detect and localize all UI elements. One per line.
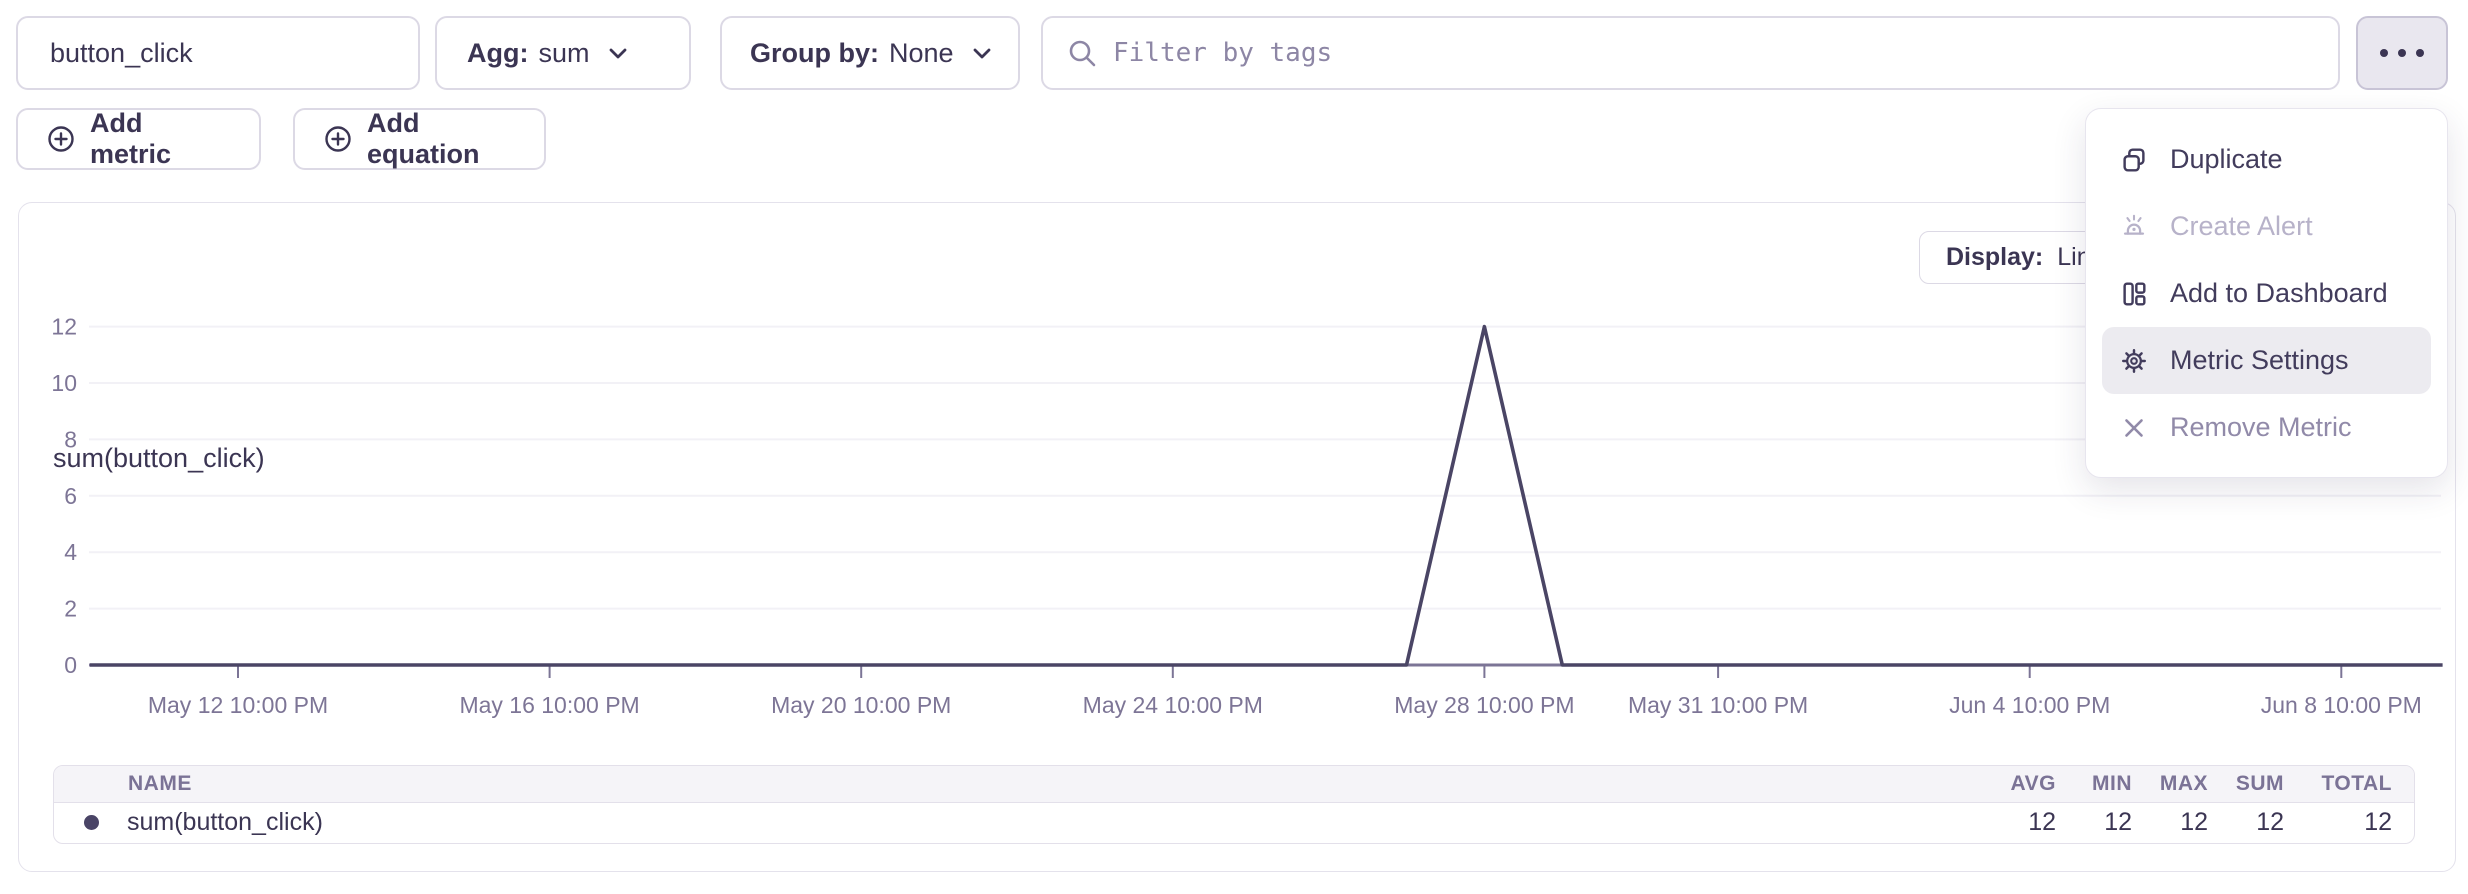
add-metric-button[interactable]: Add metric xyxy=(16,108,261,170)
x-axis-tick-label: May 12 10:00 PM xyxy=(148,692,328,718)
duplicate-icon xyxy=(2118,145,2150,175)
column-header-avg: AVG xyxy=(2002,766,2078,803)
menu-item-create-alert[interactable]: Create Alert xyxy=(2102,193,2431,260)
menu-item-add-to-dashboard[interactable]: Add to Dashboard xyxy=(2102,260,2431,327)
dashboard-icon xyxy=(2118,279,2150,309)
tag-filter-field xyxy=(1041,16,2340,90)
ellipsis-icon xyxy=(2379,48,2425,58)
column-header-min: MIN xyxy=(2078,766,2154,803)
y-axis-tick-label: 6 xyxy=(64,483,77,509)
series-summary-table: NAME AVG MIN MAX SUM TOTAL sum(button_cl… xyxy=(53,765,2415,844)
column-header-max: MAX xyxy=(2154,766,2230,803)
chevron-down-icon xyxy=(608,47,628,60)
plus-circle-icon xyxy=(46,124,76,154)
close-icon xyxy=(2118,413,2150,443)
more-options-button[interactable] xyxy=(2356,16,2448,90)
x-axis-tick-label: May 20 10:00 PM xyxy=(771,692,951,718)
menu-item-label: Duplicate xyxy=(2170,144,2283,174)
x-axis-tick-label: May 16 10:00 PM xyxy=(459,692,639,718)
chart-title: sum(button_click) xyxy=(53,443,265,473)
series-avg: 12 xyxy=(2028,808,2056,837)
menu-item-label: Add to Dashboard xyxy=(2170,278,2388,308)
series-total: 12 xyxy=(2364,808,2392,837)
column-header-name: NAME xyxy=(54,766,2002,803)
aggregation-value: sum xyxy=(538,37,590,68)
series-name: sum(button_click) xyxy=(127,808,323,837)
series-min: 12 xyxy=(2104,808,2132,837)
metric-name-input[interactable]: button_click xyxy=(16,16,420,90)
group-by-label: Group by: xyxy=(750,37,879,68)
x-axis-tick-label: May 28 10:00 PM xyxy=(1394,692,1574,718)
series-max: 12 xyxy=(2180,808,2208,837)
add-equation-button[interactable]: Add equation xyxy=(293,108,546,170)
y-axis-tick-label: 8 xyxy=(64,426,77,452)
menu-item-label: Remove Metric xyxy=(2170,412,2352,442)
column-header-sum: SUM xyxy=(2230,766,2306,803)
context-menu: Duplicate Create Alert Add to Dashboard Met… xyxy=(2085,108,2448,478)
metric-name-value: button_click xyxy=(50,37,193,68)
line-chart: 0 2 4 6 8 10 12 May 12 10:00 PM May 16 10:00 PM M… xyxy=(51,314,2443,718)
chevron-down-icon xyxy=(972,47,992,60)
column-header-total: TOTAL xyxy=(2306,766,2414,803)
series-line xyxy=(90,324,2443,667)
menu-item-remove-metric[interactable]: Remove Metric xyxy=(2102,394,2431,461)
x-axis-tick-label: May 31 10:00 PM xyxy=(1628,692,1808,718)
add-equation-label: Add equation xyxy=(367,108,480,169)
y-axis-tick-label: 12 xyxy=(51,314,77,340)
search-icon xyxy=(1067,38,1097,68)
group-by-dropdown[interactable]: Group by: None xyxy=(720,16,1020,90)
add-metric-label: Add metric xyxy=(90,108,172,169)
display-label: Display: xyxy=(1946,243,2044,271)
y-axis-tick-label: 4 xyxy=(64,539,77,565)
menu-item-label: Create Alert xyxy=(2170,211,2313,241)
group-by-value: None xyxy=(889,37,954,68)
menu-item-label: Metric Settings xyxy=(2170,345,2349,375)
x-axis-tick-label: Jun 8 10:00 PM xyxy=(2261,692,2422,718)
x-axis-tick-label: May 24 10:00 PM xyxy=(1083,692,1263,718)
series-color-dot xyxy=(84,815,99,831)
menu-item-duplicate[interactable]: Duplicate xyxy=(2102,126,2431,193)
menu-item-metric-settings[interactable]: Metric Settings xyxy=(2102,327,2431,394)
series-sum: 12 xyxy=(2256,808,2284,837)
tag-filter-input[interactable] xyxy=(1113,23,2314,83)
plus-circle-icon xyxy=(323,124,353,154)
x-axis-tick-label: Jun 4 10:00 PM xyxy=(1949,692,2110,718)
metric-chart-panel: sum(button_click) Display: Line 0 2 4 6 8 10 1… xyxy=(18,202,2456,872)
table-row[interactable]: sum(button_click) 12 12 12 12 12 xyxy=(54,802,2414,843)
aggregation-label: Agg: xyxy=(467,37,529,68)
aggregation-dropdown[interactable]: Agg: sum xyxy=(435,16,691,90)
y-axis-tick-label: 10 xyxy=(51,370,77,396)
table-header-row: NAME AVG MIN MAX SUM TOTAL xyxy=(54,766,2414,803)
alert-icon xyxy=(2118,212,2150,242)
y-axis-tick-label: 2 xyxy=(64,596,77,622)
gear-icon xyxy=(2118,346,2150,376)
y-axis-tick-label: 0 xyxy=(64,652,77,678)
